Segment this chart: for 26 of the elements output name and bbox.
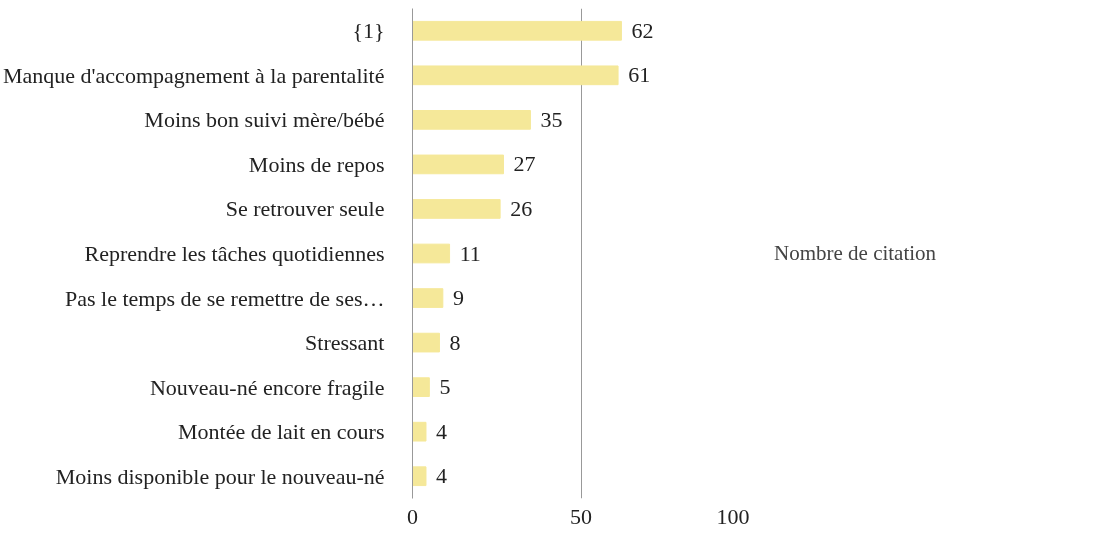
data-label: 26	[510, 195, 533, 221]
x-tick-label: 100	[716, 503, 750, 529]
data-label: 62	[631, 17, 654, 43]
x-tick-label: 50	[570, 503, 592, 529]
y-tick-label: Pas le temps de se remettre de ses…	[64, 285, 385, 311]
data-label: 4	[436, 418, 448, 444]
y-tick-label: {1}	[352, 18, 385, 44]
data-label: 5	[439, 374, 451, 400]
text: Nombre de citation	[774, 240, 937, 266]
data-label: 11	[459, 240, 481, 266]
data-label: 4	[436, 463, 448, 489]
y-tick-label: Moins bon suivi mère/bébé	[144, 107, 385, 133]
y-tick-label: Reprendre les tâches quotidiennes	[84, 241, 385, 266]
data-label: 9	[452, 285, 464, 311]
data-label: 61	[628, 62, 651, 88]
y-tick-label: Montée de lait en cours	[178, 419, 385, 445]
y-tick-label: Moins disponible pour le nouveau-né	[55, 463, 385, 489]
data-label: 35	[540, 106, 563, 132]
data-label: 8	[449, 329, 461, 355]
y-tick-label: Se retrouver seule	[225, 196, 385, 222]
x-tick-label: 0	[407, 503, 418, 529]
data-label: 27	[513, 151, 536, 177]
y-tick-label: Moins de repos	[248, 151, 385, 177]
y-tick-label: Manque d'accompagnement à la parentalité	[3, 62, 385, 88]
y-tick-label: Nouveau-né encore fragile	[149, 374, 385, 400]
y-tick-label: Stressant	[305, 330, 385, 356]
